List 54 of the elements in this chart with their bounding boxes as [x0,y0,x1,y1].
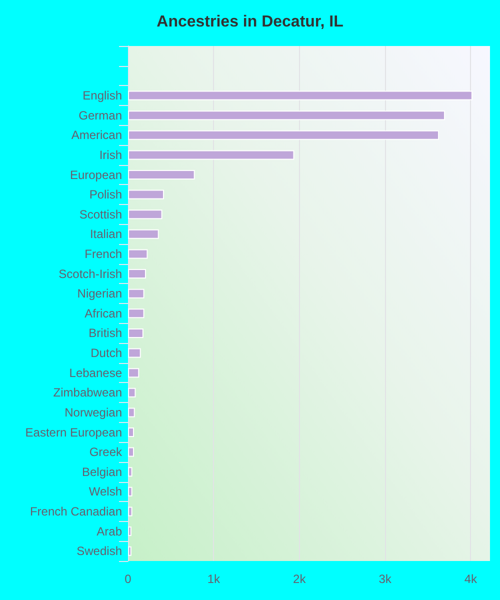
bar [128,388,136,398]
y-tick-label: Belgian [82,464,122,479]
y-tick-label: Lebanese [69,366,122,380]
bar [128,249,148,259]
bar [128,368,140,378]
bar [128,269,146,279]
bar [128,348,141,358]
y-tick-label: Scotch-Irish [58,266,122,281]
bar [128,90,472,100]
y-tick-label: French [84,246,122,261]
y-tick-label: Eastern European [25,425,122,440]
bar [128,130,440,140]
bar [128,110,446,120]
bar [128,486,132,496]
y-tick-label: Polish [89,188,122,202]
y-tick-label: English [82,88,122,103]
bar [128,229,159,239]
y-tick-label: Norwegian [64,405,122,420]
bar [128,546,132,556]
bar [128,328,144,338]
chart-title: Ancestries in Decatur, IL [156,14,344,30]
bar [128,308,144,318]
bar [128,447,134,457]
y-tick-label: Nigerian [77,286,122,301]
y-tick-label: Dutch [90,346,122,360]
x-tick-label: 3k [378,572,392,586]
bar [128,408,135,418]
x-tick-label: 1k [207,572,222,586]
bar [128,210,162,220]
y-tick-label: Zimbabwean [53,386,122,400]
y-tick-label: Scottish [79,207,122,222]
bar [128,150,294,160]
y-tick-label: French Canadian [30,504,122,518]
y-tick-label: African [84,306,122,320]
y-tick-label: German [78,108,122,122]
x-tick-label: 4k [464,572,478,586]
y-tick-label: European [70,168,122,182]
y-tick-label: Swedish [76,544,122,558]
x-tick-label: 0 [124,572,132,586]
x-tick-label: 2k [293,572,307,586]
bar [128,427,134,438]
y-tick-label: Irish [99,148,122,162]
bar [128,506,132,516]
y-tick-label: Arab [96,524,122,538]
y-tick-label: British [88,326,122,340]
y-tick-label: Greek [89,445,123,460]
bar [128,190,164,200]
bar [128,526,132,536]
y-tick-label: Italian [90,227,122,242]
y-tick-label: American [71,128,122,142]
bar [128,170,195,180]
y-tick-label: Welsh [88,484,122,499]
bar [128,467,132,477]
bar [128,288,144,298]
